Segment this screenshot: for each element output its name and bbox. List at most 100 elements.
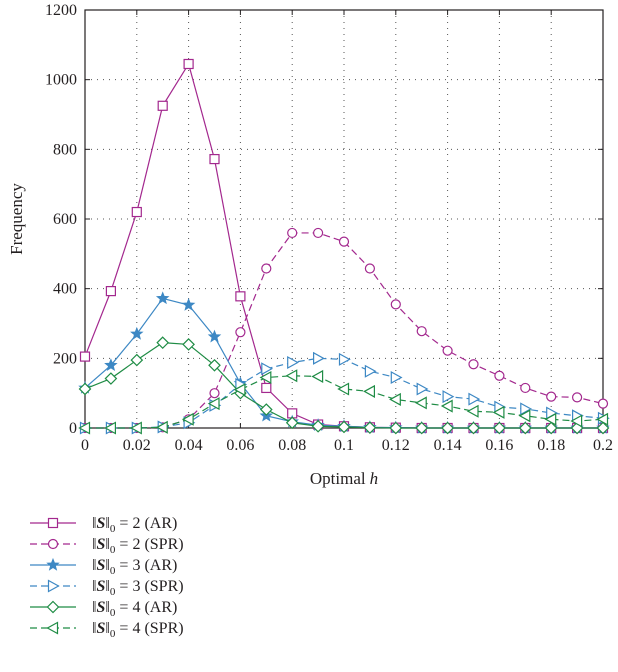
x-tick-label: 0.06 [226, 437, 254, 454]
data-point [313, 351, 325, 365]
data-point [338, 352, 351, 366]
y-tick-label: 1000 [45, 72, 77, 89]
data-point [182, 338, 195, 351]
data-point [287, 227, 298, 239]
x-axis-title: Optimal h [310, 469, 378, 488]
data-point [518, 409, 531, 423]
data-point [363, 384, 375, 398]
data-point [494, 370, 505, 381]
data-point [597, 398, 609, 409]
data-point [440, 399, 453, 413]
data-point [207, 397, 220, 411]
data-point [261, 382, 272, 394]
data-point [285, 416, 299, 430]
x-tick-label: 0.14 [434, 437, 462, 454]
data-point [287, 355, 299, 370]
legend-item-3: ‖S‖0 = 3 (AR) [30, 557, 177, 577]
legend-item-6: ‖S‖0 = 4 (SPR) [30, 620, 184, 640]
data-point [467, 421, 480, 435]
data-point [130, 326, 144, 340]
x-axis-title-text: Optimal [310, 469, 366, 488]
legend-item-1: ‖S‖0 = 2 (AR) [30, 515, 177, 535]
data-point [389, 392, 401, 406]
legend-item-2: ‖S‖0 = 2 (SPR) [30, 536, 184, 556]
series-6 [78, 369, 609, 435]
data-point [544, 412, 557, 426]
legend-marker [47, 538, 59, 550]
grid-lines [85, 10, 603, 428]
data-point [104, 421, 117, 435]
data-point [390, 370, 403, 385]
data-point [389, 421, 403, 435]
x-tick-label: 0.04 [175, 437, 203, 454]
series-2 [79, 227, 609, 434]
x-tick-label: 0.08 [278, 437, 306, 454]
data-point [415, 421, 429, 435]
data-point [78, 421, 91, 435]
data-point [105, 286, 117, 297]
legend-label: ‖S‖0 = 3 (SPR) [92, 578, 184, 598]
data-point [130, 421, 142, 435]
data-point [390, 299, 401, 310]
legend-label: ‖S‖0 = 3 (AR) [92, 557, 177, 577]
legend-label: ‖S‖0 = 4 (AR) [92, 599, 177, 619]
legend-marker [47, 579, 60, 593]
x-tick-label: 0.18 [537, 437, 565, 454]
legend-label: ‖S‖0 = 4 (SPR) [92, 620, 184, 640]
y-axis-title: Frequency [7, 183, 26, 255]
data-point [493, 421, 506, 435]
data-point [155, 291, 170, 305]
data-point [261, 362, 274, 376]
data-point [259, 403, 273, 416]
data-point [338, 236, 350, 247]
y-tick-label: 0 [69, 420, 77, 437]
data-point [131, 206, 142, 218]
legend-label: ‖S‖0 = 2 (SPR) [92, 536, 184, 556]
data-point [233, 383, 246, 397]
legend-marker [46, 621, 59, 635]
data-point [416, 326, 427, 337]
y-tick-label: 600 [53, 211, 77, 228]
data-point [313, 227, 324, 239]
data-point [337, 420, 351, 434]
data-point [546, 391, 557, 402]
data-point [209, 153, 220, 165]
x-tick-label: 0.1 [334, 437, 354, 454]
series-layer [78, 58, 610, 435]
legend: ‖S‖0 = 2 (AR)‖S‖0 = 2 (SPR)‖S‖0 = 3 (AR)… [30, 515, 184, 640]
legend-marker [46, 557, 60, 571]
data-point [544, 421, 558, 435]
data-point [571, 392, 583, 403]
data-point [261, 263, 272, 274]
data-point [520, 382, 531, 394]
data-point [414, 396, 427, 410]
data-point [570, 414, 583, 428]
data-point [209, 388, 220, 399]
data-point [363, 421, 377, 435]
data-point [285, 369, 298, 383]
x-tick-label: 0.12 [382, 437, 410, 454]
data-point [441, 421, 454, 435]
data-point [364, 263, 375, 274]
legend-marker [47, 517, 59, 529]
data-point [466, 404, 479, 418]
x-tick-label: 0 [81, 437, 89, 454]
axes: 0 0.02 0.04 0.06 0.08 0.1 0.12 0.14 0.16 0.18 0.2 0… [45, 2, 613, 454]
data-point [492, 405, 505, 419]
data-point [104, 358, 118, 372]
data-point [79, 351, 91, 362]
data-point [416, 382, 429, 396]
series-4 [79, 351, 610, 435]
x-tick-label: 0.16 [485, 437, 513, 454]
data-point [156, 336, 170, 350]
data-point [181, 297, 196, 311]
data-point [468, 359, 479, 370]
y-tick-label: 200 [53, 350, 77, 367]
data-point [520, 402, 533, 416]
data-point [311, 419, 325, 433]
legend-item-5: ‖S‖0 = 4 (AR) [30, 599, 177, 619]
data-point [207, 329, 222, 343]
data-point [468, 392, 481, 406]
data-point [311, 369, 324, 383]
